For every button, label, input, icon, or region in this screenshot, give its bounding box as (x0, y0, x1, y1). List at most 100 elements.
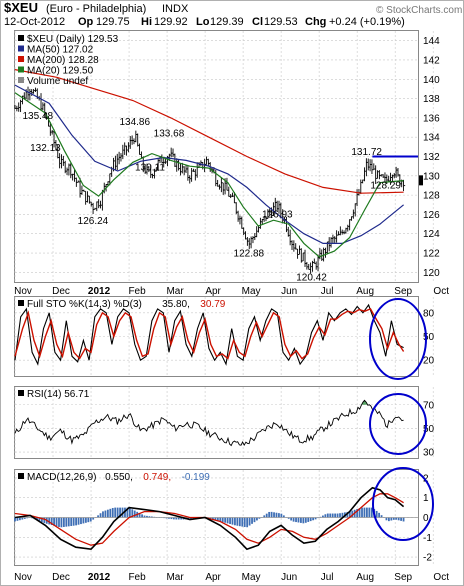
price-annotation: 126.93 (262, 209, 293, 220)
sto-panel (14, 303, 405, 366)
macd-histogram-bar (172, 517, 175, 520)
xtick-label-bottom: Oct (433, 572, 449, 583)
macd-histogram-bar (40, 517, 43, 523)
sto-ytick-label: 20 (423, 356, 435, 367)
legend-label: MACD(12,26,9) (27, 472, 96, 483)
xtick-label-top: Dec (52, 286, 70, 297)
xtick-label-top: Mar (166, 286, 184, 297)
legend-label: MA(50) 127.02 (27, 45, 94, 56)
macd-histogram-bar (292, 517, 295, 522)
macd-histogram-bar (75, 517, 77, 526)
macd-histogram-bar (216, 517, 219, 521)
sto-k-line (14, 303, 404, 366)
macd-histogram-bar (82, 517, 85, 524)
macd-histogram-bar (175, 517, 178, 520)
hi-label: Hi (141, 16, 152, 28)
macd-histogram-bar (116, 507, 119, 518)
legend-label: 0.550, (105, 472, 133, 483)
macd-histogram-bar (314, 517, 317, 520)
legend-swatch (18, 45, 24, 52)
macd-histogram-bar (378, 512, 381, 518)
macd-histogram-bar (339, 513, 341, 518)
hi-value: 129.92 (154, 16, 188, 28)
price-ytick-label: 142 (423, 55, 440, 66)
macd-histogram-bar (253, 517, 256, 523)
macd-histogram-bar (128, 508, 131, 518)
legend-swatch (18, 66, 24, 73)
price-annotation: 130.11 (135, 163, 165, 174)
macd-histogram-bar (231, 517, 234, 525)
macd-ytick-label: 1 (423, 493, 429, 504)
macd-histogram-bar (143, 515, 146, 518)
macd-histogram-bar (290, 517, 293, 521)
sto-d-line (14, 308, 405, 360)
macd-histogram-bar (16, 517, 19, 521)
xtick-label-top: May (242, 286, 261, 297)
macd-histogram-bar (43, 517, 46, 524)
price-annotation: 120.42 (296, 272, 327, 283)
macd-histogram-bar (177, 517, 180, 520)
op-label: Op (78, 16, 94, 28)
macd-histogram-bar (336, 513, 339, 518)
macd-histogram-bar (282, 515, 285, 518)
price-ytick-label: 124 (423, 229, 440, 240)
xtick-label-bottom: Jun (281, 572, 297, 583)
macd-histogram-bar (402, 517, 405, 522)
macd-histogram-bar (58, 517, 60, 527)
macd-histogram-bar (370, 507, 373, 518)
macd-histogram-bar (124, 507, 126, 518)
macd-histogram-bar (114, 507, 117, 518)
macd-histogram-bar (126, 507, 129, 518)
highlight-circles (369, 298, 434, 541)
price-panel: 135.48 132.13 126.24 134.86 130.11 133.68 122.… (14, 69, 423, 283)
price-ytick-label: 128 (423, 191, 440, 202)
xtick-label-bottom: Feb (128, 572, 146, 583)
price-ytick-label: 144 (423, 36, 440, 47)
macd-ytick-label: -1 (423, 533, 432, 544)
macd-histogram-bar (109, 508, 112, 518)
macd-histogram-bar (62, 517, 65, 527)
price-ytick-label: 120 (423, 268, 440, 279)
price-ytick-label: 132 (423, 152, 440, 163)
legend-swatch (18, 56, 24, 62)
macd-histogram-bar (348, 511, 351, 518)
macd-histogram-bar (106, 509, 109, 518)
macd-histogram-bar (133, 510, 136, 518)
macd-histogram-bar (234, 517, 236, 526)
macd-histogram-bar (36, 517, 38, 521)
macd-line (14, 486, 405, 551)
macd-histogram-bar (84, 517, 87, 523)
macd-histogram-bar (102, 511, 104, 518)
macd-histogram-bar (238, 517, 241, 527)
macd-histogram-bar (14, 517, 16, 522)
macd-histogram-bar (331, 513, 334, 518)
xtick-label-top: Feb (128, 286, 146, 297)
macd-histogram-bar (165, 517, 168, 519)
rsi-panel-frame (14, 386, 419, 459)
xtick-label-bottom: Jul (321, 572, 334, 583)
macd-histogram-bar (400, 517, 403, 521)
macd-highlight-circle (372, 467, 434, 541)
macd-histogram-bar (148, 516, 151, 518)
legend-label: RSI(14) 56.71 (27, 389, 90, 400)
xtick-label-bottom: Sep (394, 572, 412, 583)
macd-histogram-bar (326, 513, 329, 518)
price-annotation: 132.13 (30, 143, 61, 154)
macd-histogram-bar (111, 507, 114, 518)
macd-histogram-bar (67, 517, 70, 527)
macd-histogram-bar (150, 516, 153, 518)
macd-histogram-bar (287, 517, 290, 519)
price-ytick-label: 130 (423, 171, 440, 182)
legend-label: Full STO %K(14,3) %D(3) (27, 299, 142, 310)
macd-histogram-bar (392, 517, 395, 520)
macd-histogram-bar (263, 515, 266, 518)
price-annotation: 135.48 (23, 111, 54, 122)
macd-histogram-bar (258, 517, 261, 519)
watermark: © StockCharts.com (376, 5, 462, 16)
macd-histogram-bar (365, 507, 368, 518)
price-annotation: 131.72 (351, 147, 382, 158)
xtick-label-top: Jun (281, 286, 297, 297)
xtick-label-bottom: 2012 (88, 572, 111, 583)
price-ytick-label: 126 (423, 210, 440, 221)
